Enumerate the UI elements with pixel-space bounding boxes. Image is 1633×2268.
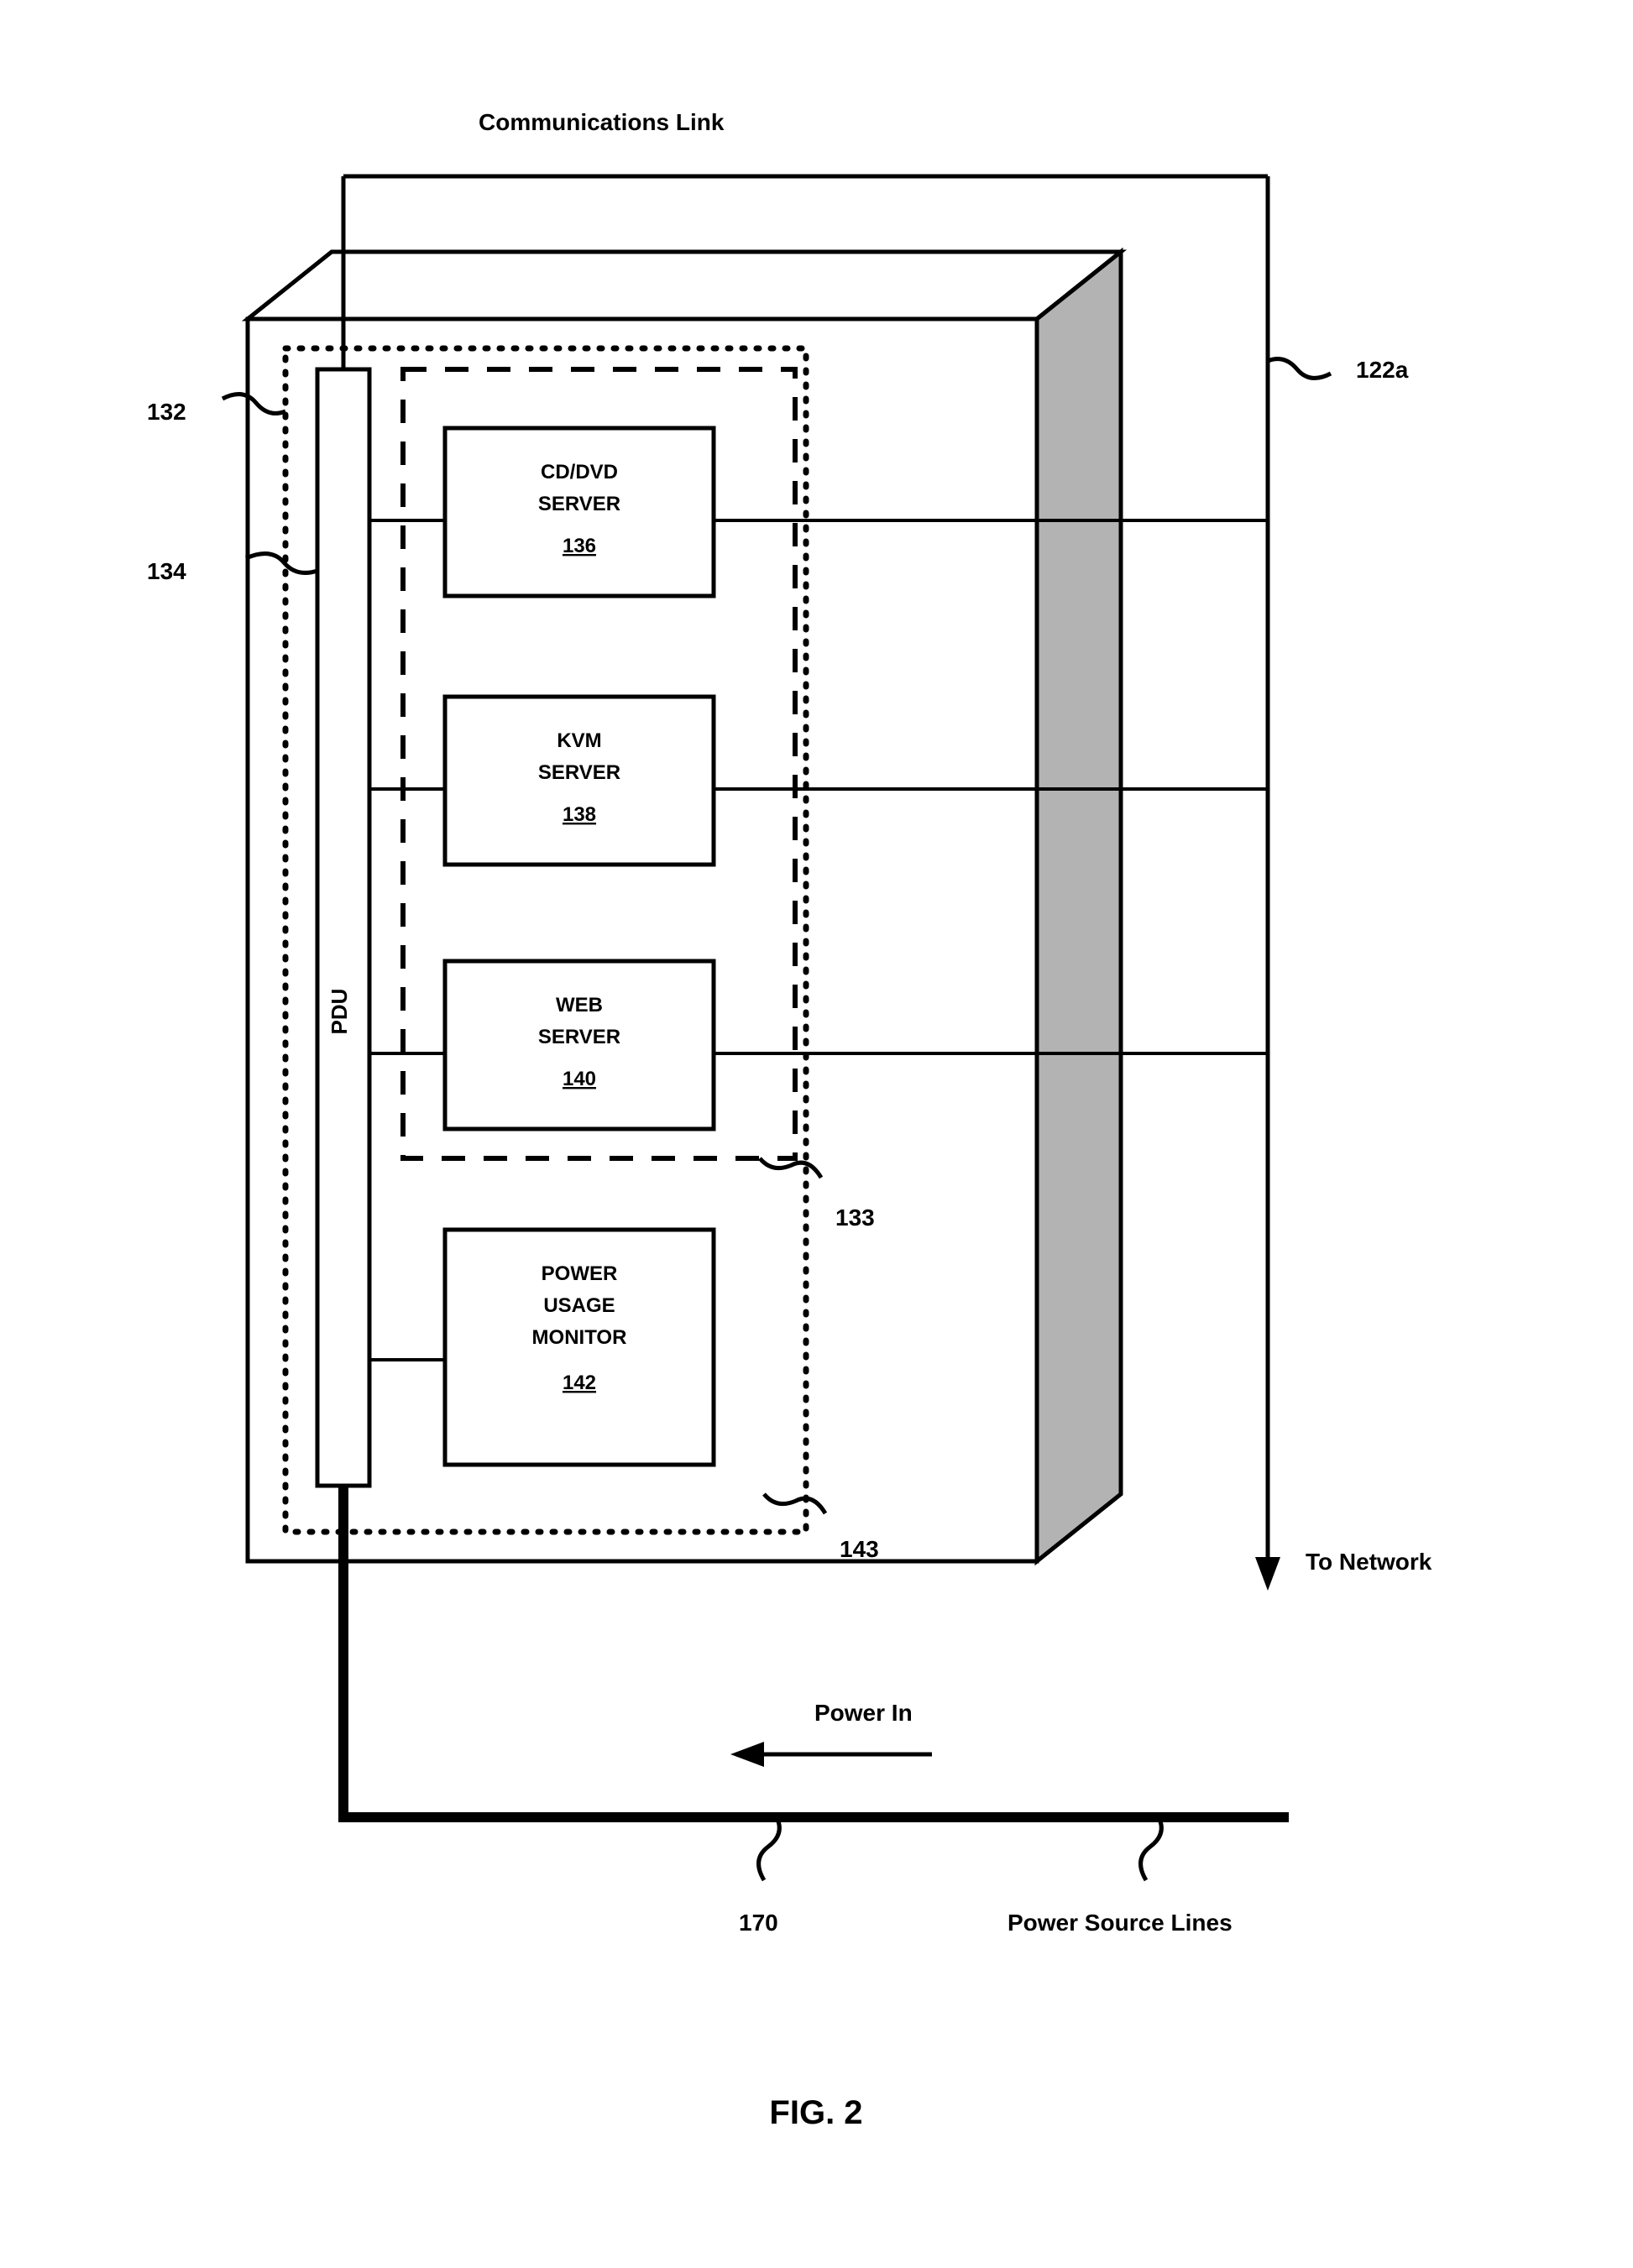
leader-power-source (1141, 1817, 1162, 1880)
rack-top-face (248, 252, 1121, 319)
power-in-arrowhead (730, 1742, 764, 1767)
power-in-label: Power In (814, 1700, 913, 1726)
pm-line2: USAGE (543, 1294, 615, 1317)
pm-line3: MONITOR (532, 1326, 627, 1349)
cd-dvd-number: 136 (563, 535, 596, 557)
pdu-label: PDU (327, 989, 352, 1035)
ref-132: 132 (147, 399, 186, 425)
pm-number: 142 (563, 1372, 596, 1394)
leader-170 (759, 1817, 780, 1880)
ref-143: 143 (840, 1536, 879, 1562)
ref-170: 170 (739, 1910, 778, 1936)
cd-dvd-line2: SERVER (538, 493, 620, 515)
to-network-label: To Network (1306, 1549, 1432, 1575)
kvm-number: 138 (563, 803, 596, 826)
network-arrowhead (1255, 1557, 1280, 1591)
power-source-lines-label: Power Source Lines (1008, 1910, 1233, 1936)
web-number: 140 (563, 1068, 596, 1090)
figure-label: FIG. 2 (769, 2094, 862, 2131)
pdu-bar (317, 369, 369, 1486)
web-line1: WEB (556, 994, 603, 1016)
ref-133: 133 (835, 1205, 875, 1231)
cd-dvd-line1: CD/DVD (541, 461, 618, 483)
rack-side-face (1037, 252, 1121, 1561)
pm-line1: POWER (542, 1262, 618, 1285)
communications-link-label: Communications Link (479, 109, 725, 135)
leader-122a (1268, 359, 1331, 379)
kvm-line2: SERVER (538, 761, 620, 784)
ref-122a: 122a (1356, 357, 1409, 383)
ref-134: 134 (147, 558, 186, 584)
web-line2: SERVER (538, 1026, 620, 1048)
kvm-line1: KVM (557, 729, 601, 752)
